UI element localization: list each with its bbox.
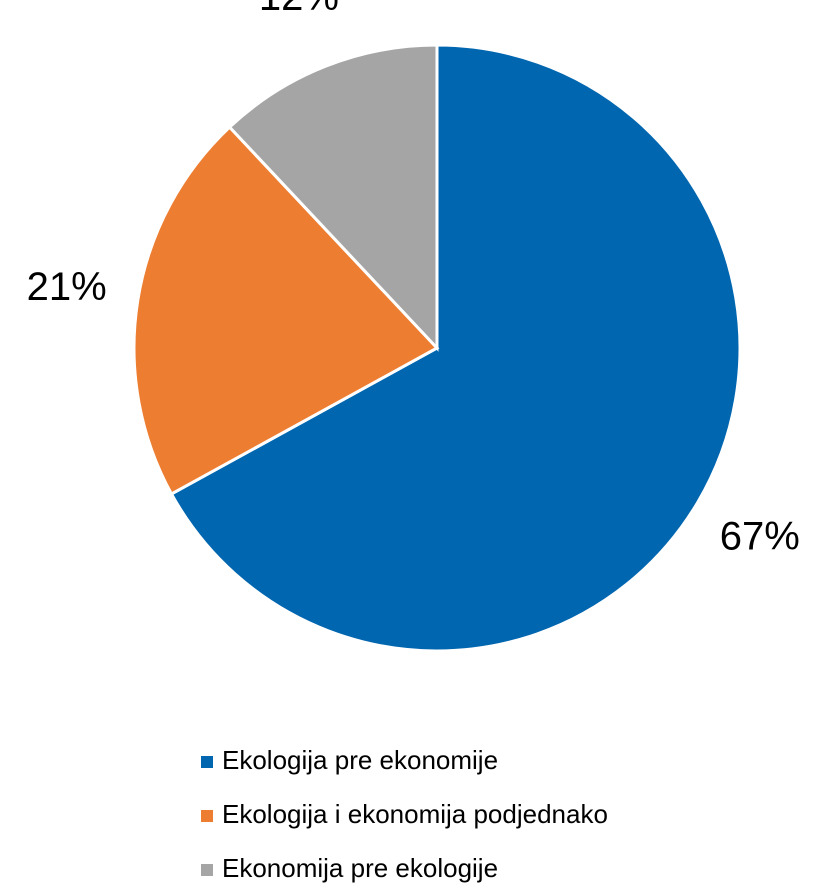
legend-label: Ekologija pre ekonomije [222, 745, 498, 775]
legend-swatch [201, 756, 213, 768]
data-label: 21% [27, 265, 107, 309]
pie-slice [227, 43, 439, 352]
data-label: 12% [259, 0, 339, 19]
legend-label: Ekonomija pre ekologije [222, 853, 498, 883]
legend-swatch [201, 810, 213, 822]
pie-slice [132, 125, 440, 497]
legend-label: Ekologija i ekonomija podjednako [222, 799, 608, 829]
legend-swatch [201, 864, 213, 876]
data-label: 67% [720, 514, 800, 558]
pie-slice [169, 43, 742, 653]
